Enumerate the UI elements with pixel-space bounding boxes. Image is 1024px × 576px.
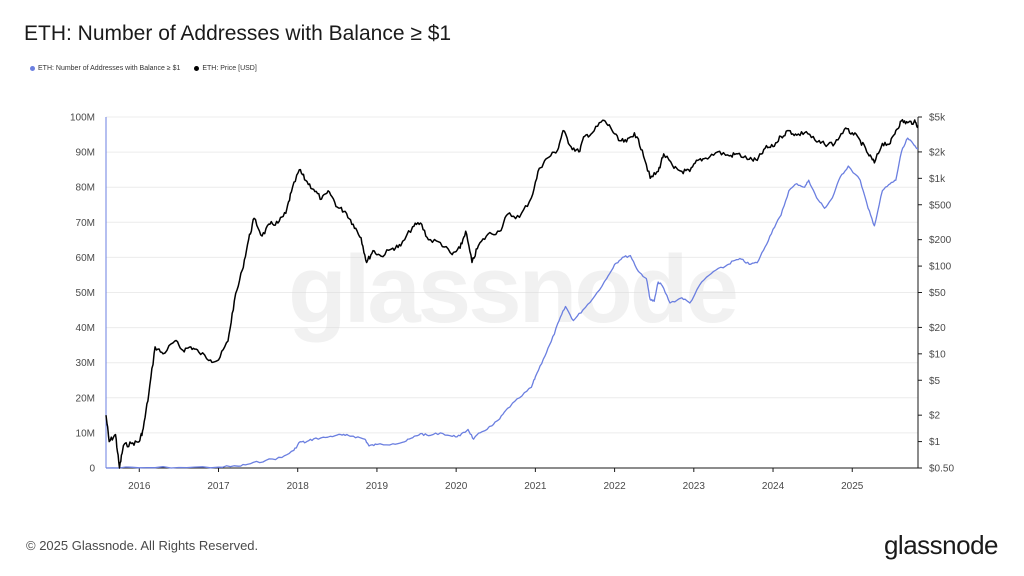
- y-right-tick-label: $1k: [929, 174, 946, 185]
- legend: ETH: Number of Addresses with Balance ≥ …: [30, 65, 257, 72]
- y-left-tick-label: 100M: [70, 113, 95, 124]
- series-line-price: [105, 118, 919, 469]
- x-tick-label: 2021: [524, 481, 547, 492]
- y-right-tick-label: $0.50: [929, 464, 954, 475]
- x-tick-label: 2018: [287, 481, 310, 492]
- y-right-tick-label: $100: [929, 262, 952, 273]
- grid-layer: [106, 116, 918, 434]
- x-tick-label: 2017: [207, 481, 230, 492]
- y-left-tick-label: 20M: [76, 393, 95, 404]
- axes-layer: 0 10M 20M 30M 40M 50M 60M 70M 80M 90M 100M $0.50 $1 $…: [70, 113, 954, 493]
- x-tick-label: 2024: [762, 481, 785, 492]
- y-left-tick-label: 40M: [76, 323, 95, 334]
- y-left-tick-label: 50M: [76, 288, 95, 299]
- y-right-tick-label: $2: [929, 411, 941, 422]
- y-right-tick-label: $500: [929, 200, 952, 211]
- legend-item-price[interactable]: ETH: Price [USD]: [194, 65, 257, 72]
- y-right-tick-label: $50: [929, 288, 946, 299]
- watermark-text: glassnode: [288, 236, 736, 343]
- x-tick-label: 2023: [683, 481, 706, 492]
- legend-label-price: ETH: Price [USD]: [202, 65, 257, 72]
- series-layer: [105, 118, 919, 469]
- y-right-tick-label: $5: [929, 376, 941, 387]
- y-right-tick-label: $1: [929, 437, 941, 448]
- y-left-tick-label: 60M: [76, 253, 95, 264]
- chart-title: ETH: Number of Addresses with Balance ≥ …: [24, 22, 452, 45]
- x-tick-label: 2025: [841, 481, 864, 492]
- y-left-tick-label: 90M: [76, 148, 95, 159]
- y-right-tick-label: $2k: [929, 147, 946, 158]
- y-left-tick-label: 0: [89, 464, 95, 475]
- legend-dot-addresses: [30, 66, 35, 71]
- y-left-tick-label: 80M: [76, 183, 95, 194]
- y-right-tick-label: $200: [929, 235, 952, 246]
- y-left-tick-label: 70M: [76, 218, 95, 229]
- y-left-tick-label: 10M: [76, 428, 95, 439]
- y-left-tick-label: 30M: [76, 358, 95, 369]
- x-tick-label: 2019: [366, 481, 389, 492]
- y-right-tick-label: $5k: [929, 113, 946, 124]
- copyright-text: © 2025 Glassnode. All Rights Reserved.: [26, 538, 259, 553]
- legend-label-addresses: ETH: Number of Addresses with Balance ≥ …: [38, 65, 181, 72]
- legend-item-addresses[interactable]: ETH: Number of Addresses with Balance ≥ …: [30, 65, 180, 72]
- legend-dot-price: [194, 66, 200, 71]
- y-right-tick-label: $10: [929, 349, 946, 360]
- series-line-addresses: [105, 137, 919, 469]
- x-tick-label: 2020: [445, 481, 468, 492]
- glassnode-logo[interactable]: glassnode: [883, 530, 999, 560]
- y-right-tick-label: $20: [929, 323, 946, 334]
- x-tick-label: 2016: [128, 481, 151, 492]
- x-tick-label: 2022: [603, 481, 626, 492]
